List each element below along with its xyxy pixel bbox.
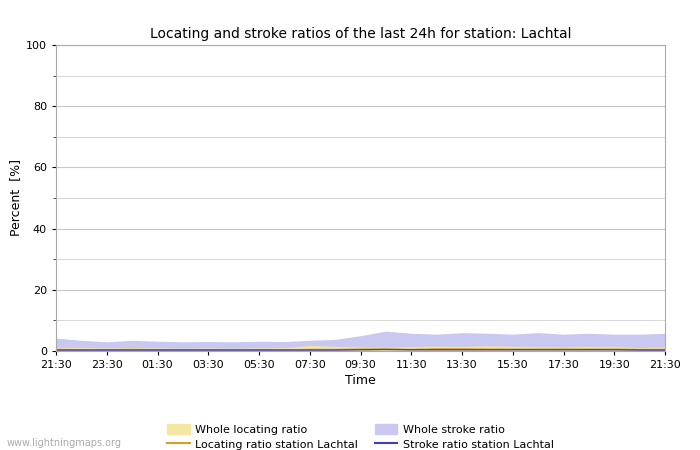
Y-axis label: Percent  [%]: Percent [%] bbox=[9, 159, 22, 237]
Title: Locating and stroke ratios of the last 24h for station: Lachtal: Locating and stroke ratios of the last 2… bbox=[150, 27, 571, 41]
Text: www.lightningmaps.org: www.lightningmaps.org bbox=[7, 438, 122, 448]
Legend: Whole locating ratio, Locating ratio station Lachtal, Whole stroke ratio, Stroke: Whole locating ratio, Locating ratio sta… bbox=[167, 424, 554, 450]
X-axis label: Time: Time bbox=[345, 374, 376, 387]
